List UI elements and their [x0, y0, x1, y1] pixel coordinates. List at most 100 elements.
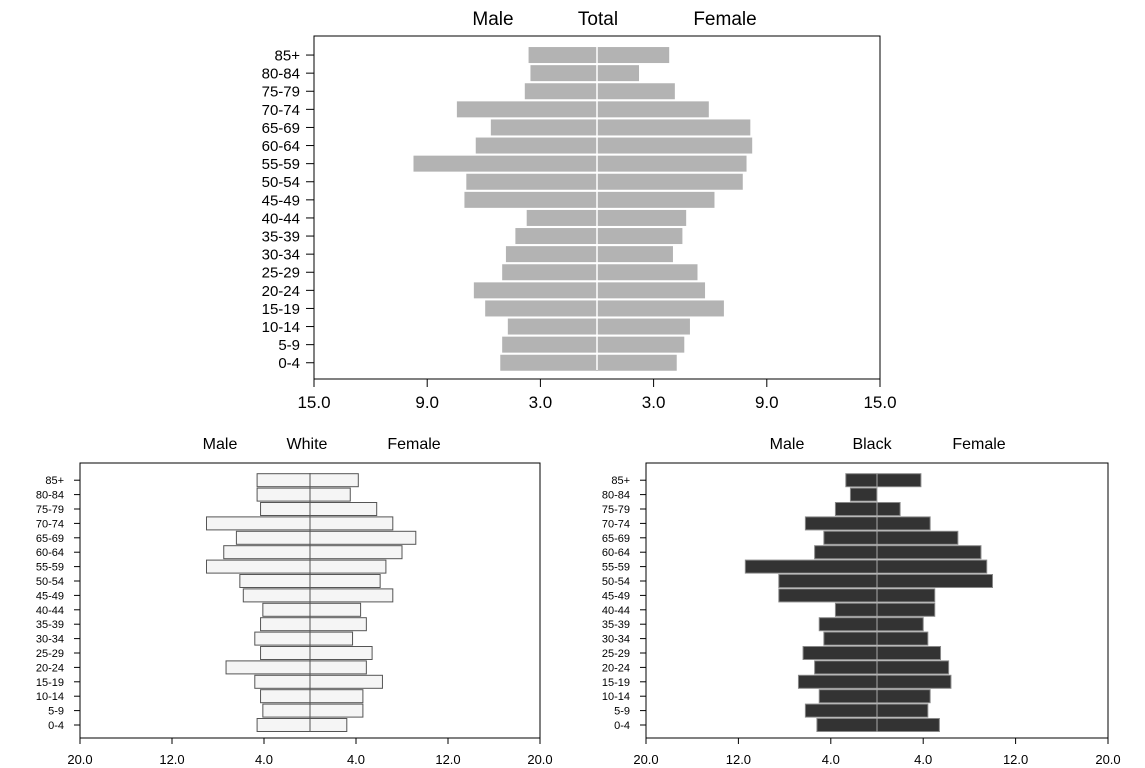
total-male-bar	[413, 155, 598, 172]
black-male-bar	[834, 602, 878, 617]
total-age-label: 20-24	[262, 283, 300, 300]
white-age-label: 45-49	[36, 590, 64, 602]
total-male-bar	[507, 318, 598, 335]
black-age-label: 85+	[611, 475, 630, 487]
black-age-label: 80-84	[602, 490, 630, 502]
total-female-bar	[596, 318, 690, 335]
white-x-tick-label: 4.0	[347, 752, 365, 767]
black-female-bar	[876, 660, 950, 675]
black-female-bar	[876, 559, 988, 574]
black-age-label: 65-69	[602, 533, 630, 545]
total-age-label: 10-14	[262, 319, 300, 336]
white-male-bar	[262, 703, 311, 718]
total-female-bar	[596, 83, 675, 100]
total-female-bar	[596, 354, 677, 371]
white-age-label: 0-4	[48, 720, 64, 732]
total-x-tick-label: 15.0	[863, 393, 896, 412]
white-female-bar	[309, 718, 348, 732]
total-female-bar	[596, 300, 724, 317]
total-bars	[413, 47, 753, 371]
total-age-label: 15-19	[262, 301, 300, 318]
white-bars	[206, 473, 417, 732]
white-age-label: 65-69	[36, 533, 64, 545]
black-female-bar	[876, 588, 936, 603]
black-male-bar	[823, 631, 878, 646]
black-male-bar	[744, 559, 878, 574]
white-age-label: 80-84	[36, 490, 64, 502]
white-x-tick-label: 12.0	[159, 752, 184, 767]
total-female-bar	[596, 336, 685, 353]
black-male-bar	[804, 703, 878, 718]
total-age-label: 75-79	[262, 84, 300, 101]
black-bars	[744, 473, 993, 732]
white-female-bar	[309, 588, 394, 603]
white-male-bar	[256, 487, 311, 502]
white-female-bar	[309, 516, 394, 531]
total-male-bar	[475, 137, 598, 154]
total-age-label: 55-59	[262, 156, 300, 173]
black-age-label: 35-39	[602, 619, 630, 631]
total-age-label: 70-74	[262, 102, 300, 119]
white-female-bar	[309, 487, 351, 502]
white-female-bar	[309, 574, 381, 588]
total-male-bar	[502, 264, 598, 281]
white-female-bar	[309, 631, 354, 646]
white-female-bar	[309, 545, 403, 560]
total-male-bar	[466, 173, 598, 190]
total-female-bar	[596, 246, 673, 263]
white-age-label: 55-59	[36, 562, 64, 574]
black-male-bar	[834, 502, 878, 516]
black-female-bar	[876, 602, 936, 617]
black-female-bar	[876, 617, 924, 632]
white-age-label: 75-79	[36, 504, 64, 516]
black-x-tick-label: 4.0	[914, 752, 932, 767]
black-x-tick-label: 20.0	[1095, 752, 1120, 767]
black-female-bar	[876, 574, 993, 588]
black-age-label: 30-34	[602, 634, 630, 646]
black-female-bar	[876, 703, 929, 718]
total-age-label: 50-54	[262, 174, 300, 191]
total-male-bar	[500, 354, 598, 371]
white-age-label: 5-9	[48, 706, 64, 718]
total-male-bar	[464, 191, 598, 208]
total-male-bar	[473, 282, 598, 299]
black-male-bar	[816, 718, 878, 732]
black-male-bar	[778, 588, 878, 603]
white-female-bar	[309, 646, 373, 660]
white-male-bar	[225, 660, 311, 675]
white-male-bar	[260, 617, 311, 632]
black-age-label: 50-54	[602, 576, 630, 588]
white-male-bar	[260, 646, 311, 660]
white-age-label: 30-34	[36, 634, 64, 646]
total-female-bar	[596, 264, 698, 281]
white-female-bar	[309, 502, 378, 516]
black-title: Black	[852, 436, 892, 453]
total-male-bar	[485, 300, 598, 317]
white-female-label: Female	[387, 436, 440, 453]
white-female-bar	[309, 530, 417, 545]
total-female-bar	[596, 47, 670, 64]
black-female-bar	[876, 674, 952, 689]
black-female-bar	[876, 502, 901, 516]
black-x-tick-label: 4.0	[822, 752, 840, 767]
black-age-label: 40-44	[602, 605, 630, 617]
total-male-bar	[505, 246, 598, 263]
black-female-bar	[876, 473, 922, 488]
white-age-label: 60-64	[36, 547, 64, 559]
white-male-bar	[254, 674, 311, 689]
white-male-bar	[223, 545, 311, 560]
black-female-bar	[876, 631, 929, 646]
black-x-ticks: 20.0 12.0 4.0 4.0 12.0 20.0	[633, 738, 1121, 767]
white-female-bar	[309, 703, 364, 718]
total-male-bar	[502, 336, 598, 353]
white-male-bar	[206, 516, 311, 531]
white-age-label: 10-14	[36, 691, 64, 703]
white-female-bar	[309, 617, 367, 632]
white-female-bar	[309, 689, 364, 704]
total-age-label: 25-29	[262, 265, 300, 282]
white-female-bar	[309, 602, 362, 617]
white-age-label: 25-29	[36, 648, 64, 660]
black-age-label: 15-19	[602, 677, 630, 689]
white-male-bar	[260, 689, 311, 704]
